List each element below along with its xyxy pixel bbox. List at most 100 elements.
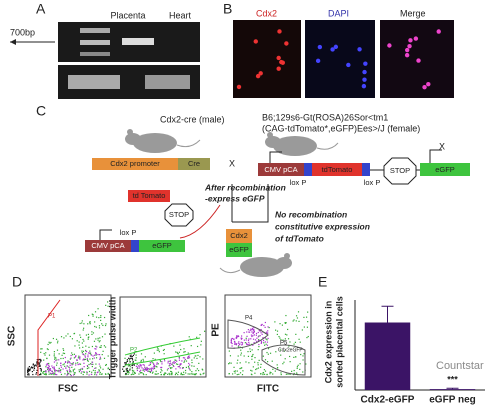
dot xyxy=(264,370,267,372)
dot xyxy=(287,338,290,340)
dot xyxy=(188,364,191,366)
dot xyxy=(79,358,81,360)
dot xyxy=(252,328,254,331)
dot xyxy=(285,314,287,317)
dot xyxy=(161,370,163,372)
dot xyxy=(135,357,137,359)
dot xyxy=(66,374,68,376)
dot xyxy=(238,344,240,347)
dot xyxy=(92,355,94,357)
dot xyxy=(130,373,132,376)
dot xyxy=(81,367,83,370)
dot xyxy=(303,353,305,355)
dot xyxy=(44,373,46,375)
dot xyxy=(102,324,104,327)
dot xyxy=(54,358,56,360)
dot xyxy=(81,342,83,344)
dot xyxy=(91,361,94,363)
dot xyxy=(48,373,50,375)
dot xyxy=(139,372,142,374)
dot xyxy=(260,341,263,344)
dot xyxy=(104,324,107,327)
dot xyxy=(28,373,30,375)
dot xyxy=(71,364,73,366)
dot xyxy=(86,358,88,361)
dot xyxy=(238,373,240,375)
dot xyxy=(89,363,92,365)
dot xyxy=(248,338,250,340)
dot xyxy=(162,349,165,352)
bar-chart: Cdx2-eGFP eGFP neg *** xyxy=(354,300,485,406)
dot xyxy=(156,363,158,365)
dot xyxy=(178,365,180,368)
dot xyxy=(79,322,81,325)
dot xyxy=(129,358,131,360)
dot xyxy=(38,374,41,376)
dot xyxy=(60,364,62,367)
dot xyxy=(148,364,150,366)
dot xyxy=(196,357,198,360)
dot xyxy=(53,373,55,376)
dot xyxy=(77,362,79,364)
annotation: No recombination xyxy=(275,209,347,219)
dot xyxy=(146,368,148,370)
dot xyxy=(132,354,134,357)
dot xyxy=(36,369,38,371)
dot xyxy=(258,346,260,348)
gate-label: P4 xyxy=(245,316,253,322)
dot xyxy=(89,352,92,354)
dot xyxy=(79,336,82,338)
dot xyxy=(53,353,55,355)
dot xyxy=(149,362,151,364)
dot xyxy=(66,365,69,367)
excised-label: td Tomato xyxy=(133,191,166,200)
dot xyxy=(156,366,158,368)
dot xyxy=(87,352,90,354)
dot xyxy=(80,372,82,374)
dot xyxy=(45,352,47,354)
dot xyxy=(100,319,102,322)
dot xyxy=(237,346,240,348)
dot xyxy=(63,363,65,365)
dot xyxy=(267,332,269,334)
dot xyxy=(160,360,162,363)
dot xyxy=(154,358,156,360)
dot xyxy=(91,331,93,333)
dot xyxy=(90,354,93,356)
axis-label: Cdx2 expression in xyxy=(323,301,333,384)
construct-label: eGFP xyxy=(435,165,455,174)
dot xyxy=(101,336,104,338)
dot xyxy=(173,365,175,368)
dot xyxy=(240,337,242,339)
dot xyxy=(53,351,55,353)
cell xyxy=(315,58,321,64)
dot xyxy=(56,359,58,361)
dot xyxy=(254,361,256,363)
dot xyxy=(67,361,69,363)
dot xyxy=(60,357,62,360)
dot xyxy=(64,361,67,364)
dot xyxy=(29,368,31,370)
channel-label: Merge xyxy=(400,8,426,18)
dot xyxy=(87,333,90,336)
dot xyxy=(85,353,87,355)
dot xyxy=(124,365,126,368)
dot xyxy=(254,357,256,359)
dot xyxy=(124,357,126,359)
annotation: -express eGFP xyxy=(205,193,265,203)
lane-label: Placenta xyxy=(110,10,145,20)
dot xyxy=(39,361,41,363)
band xyxy=(122,38,154,45)
dot xyxy=(241,343,243,345)
dot xyxy=(78,369,80,371)
dot xyxy=(156,346,159,348)
axis-label: FITC xyxy=(257,384,279,395)
dot xyxy=(46,357,48,359)
dot xyxy=(253,327,255,329)
dot xyxy=(202,358,204,360)
dot xyxy=(266,344,269,346)
dot xyxy=(136,369,139,372)
dot xyxy=(156,373,158,375)
dot xyxy=(28,368,30,371)
dot xyxy=(198,369,200,372)
